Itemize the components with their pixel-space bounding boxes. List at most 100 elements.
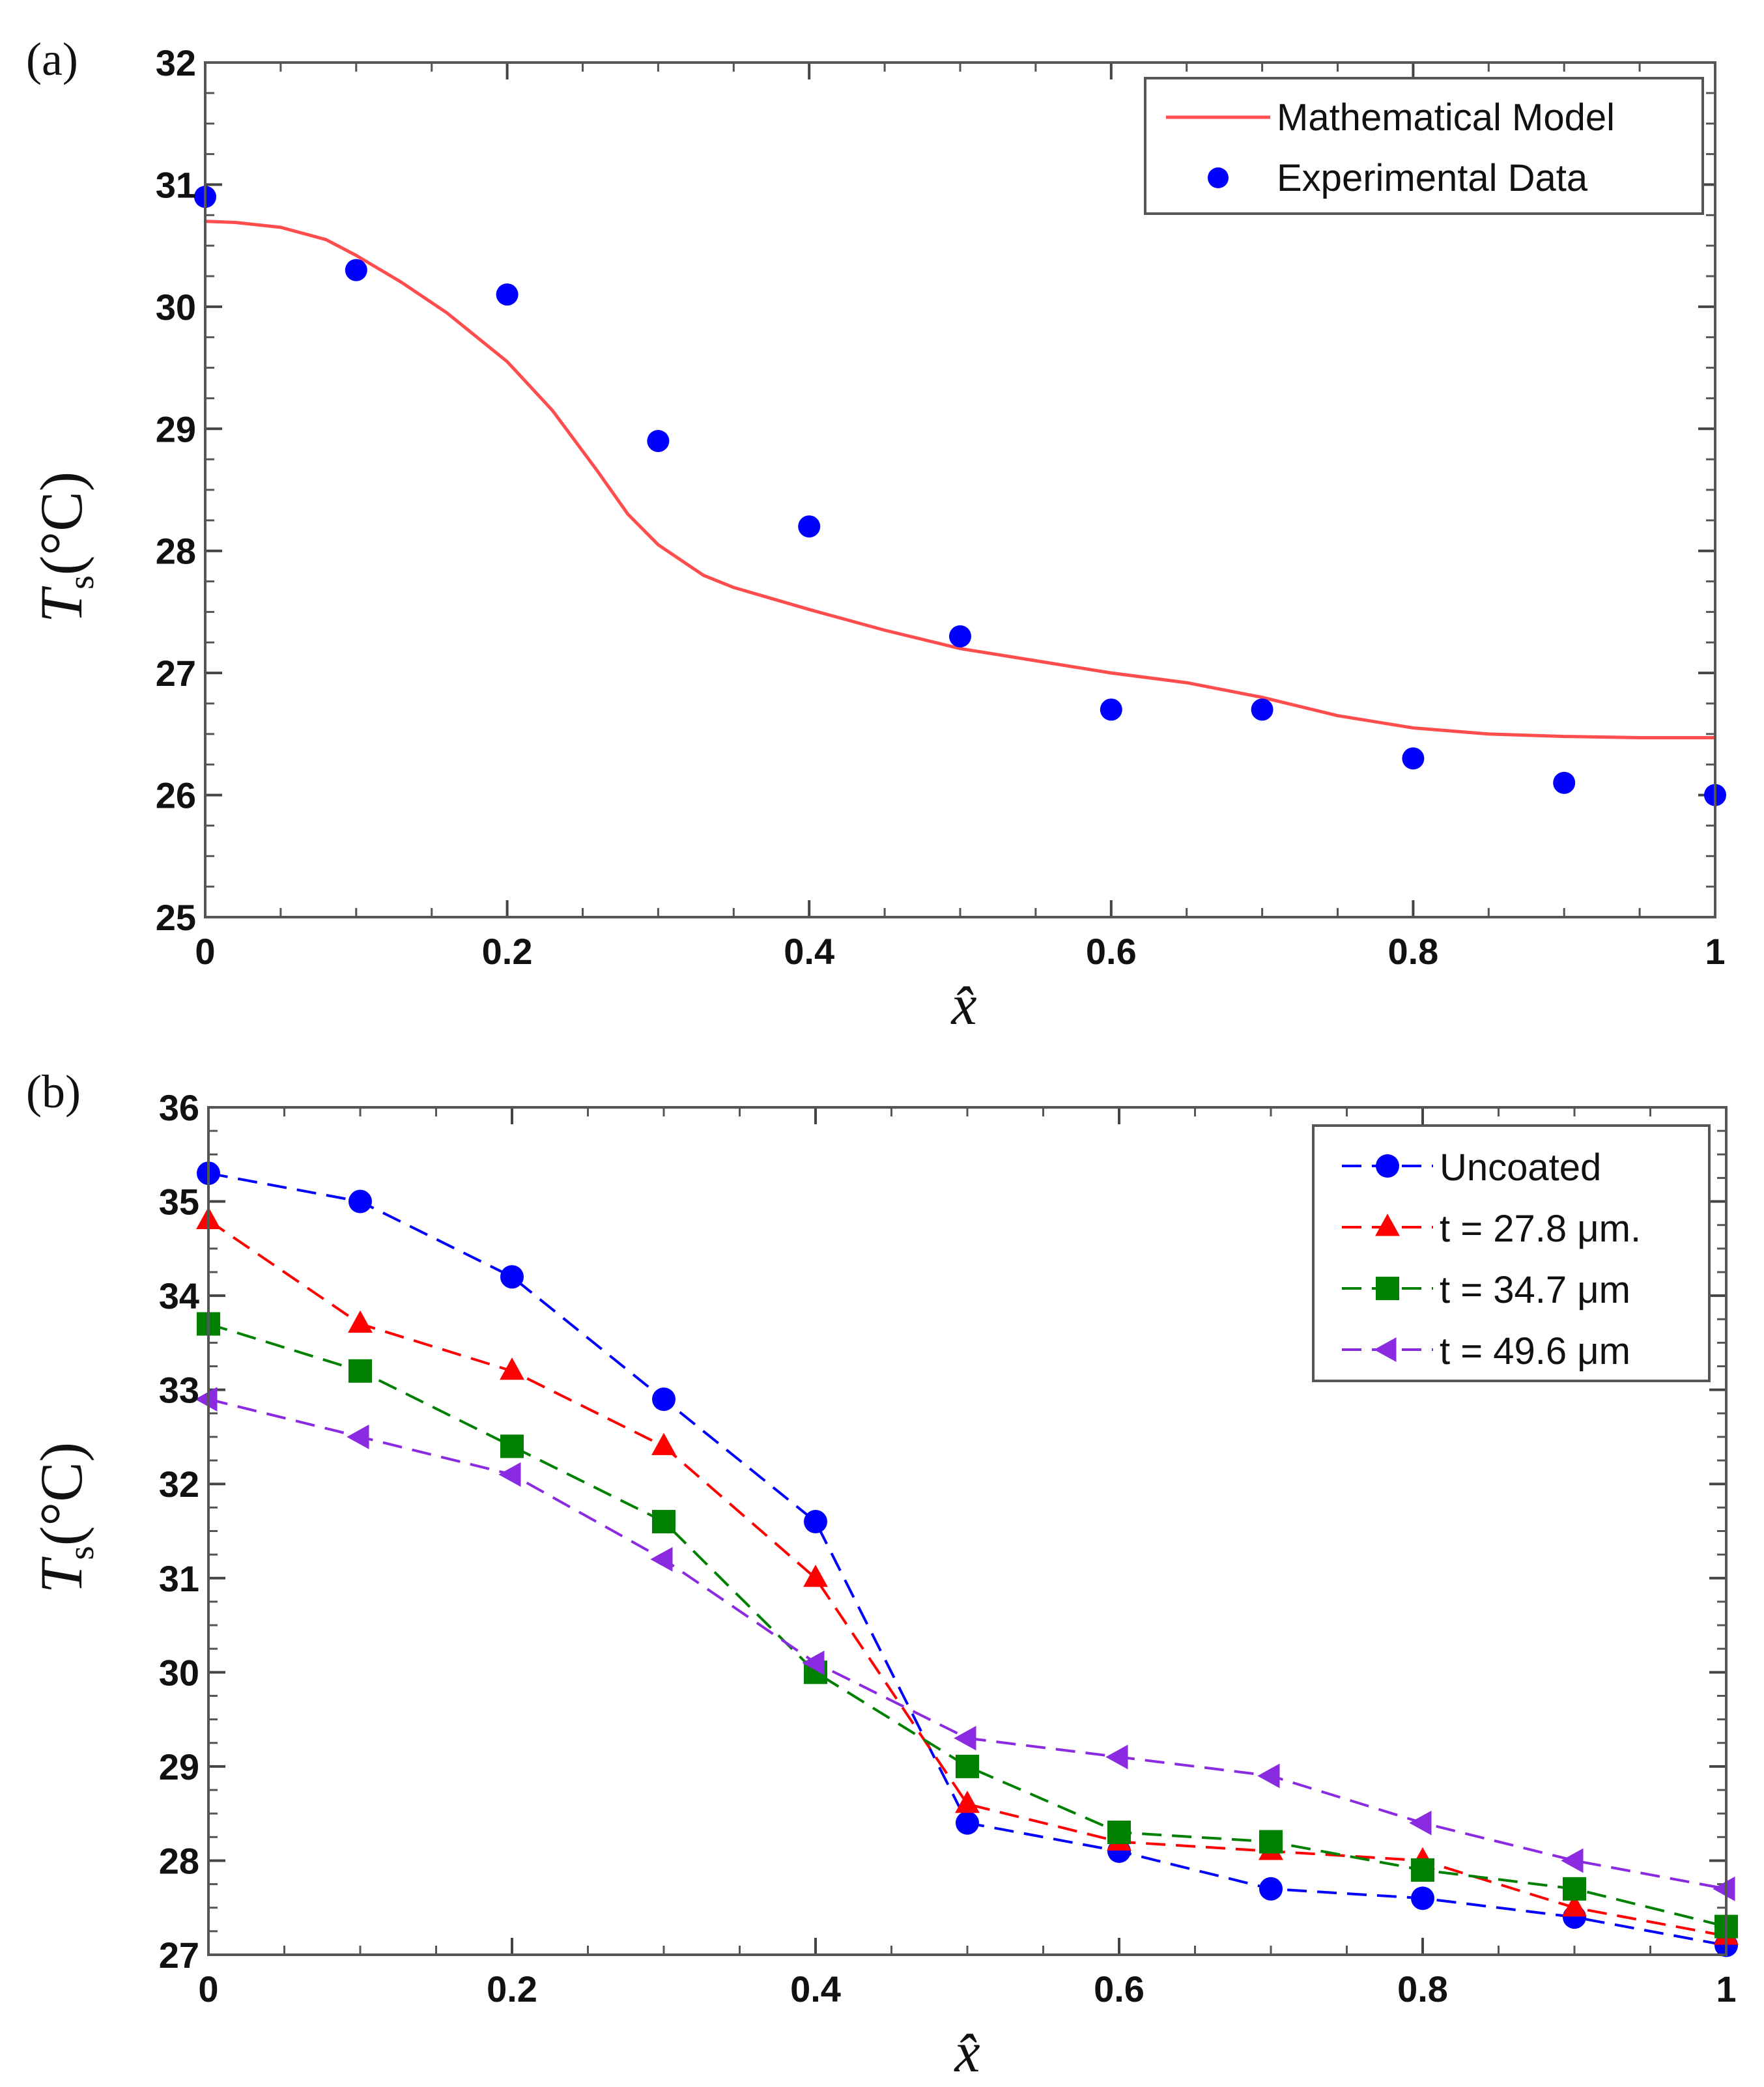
chart-a-y-axis-symbol: T: [28, 586, 94, 623]
chart-b-y-tick-label: 27: [159, 1935, 199, 1976]
panel-b-label: (b): [26, 1066, 81, 1118]
legend-swatch-t-49-6-m: [1342, 1337, 1433, 1362]
chart-b-y-tick-label: 34: [159, 1275, 199, 1316]
chart-b-series-t-49-6-m-point: [650, 1546, 673, 1572]
chart-a-y-tick-label: 31: [156, 164, 196, 205]
chart-b-y-tick-label: 35: [159, 1182, 199, 1223]
chart-a-series-experimental-data-point: [345, 259, 367, 281]
chart-b-series-t-27-8-m-point: [651, 1432, 676, 1455]
chart-a: (a) 0 0.2 0.4 0.6 0.8 1 25 26 27 28 29 30 31 32 x̂ Ts…: [26, 33, 1726, 1037]
chart-b-series-t-49-6-m-point: [498, 1462, 521, 1487]
legend-label-experimental-data: Experimental Data: [1277, 157, 1588, 199]
chart-b-x-tick-label: 0.8: [1397, 1968, 1448, 2009]
chart-b-x-tick-label: 0.2: [487, 1968, 537, 2009]
chart-a-series: [194, 186, 1726, 806]
legend-label-t-27-8: t = 27.8 μm.: [1440, 1208, 1641, 1250]
chart-a-x-tick-label: 0.4: [784, 931, 834, 972]
chart-a-series-experimental-data-point: [1251, 698, 1273, 721]
svg-text:Ts(°C): Ts(°C): [28, 472, 102, 623]
chart-b-series-t-34-7-m-point: [1411, 1858, 1434, 1882]
chart-a-y-tick-label: 26: [156, 775, 196, 816]
chart-b-series-uncoated-point: [1259, 1877, 1283, 1901]
chart-b-series-t-34-7-m-point: [500, 1434, 524, 1458]
chart-b-y-axis-symbol: T: [28, 1556, 94, 1593]
chart-a-x-tick-label: 0.8: [1387, 931, 1438, 972]
chart-b-y-axis-label: Ts(°C): [28, 1442, 102, 1593]
chart-b-series-uncoated-point: [1411, 1886, 1434, 1910]
chart-a-series-mathematical-model-line: [205, 220, 1715, 739]
chart-b-legend: Uncoated t = 27.8 μm. t = 34.7 μm t = 49…: [1312, 1124, 1711, 1382]
legend-swatch-t-27-8-m-marker: [1375, 1214, 1400, 1236]
legend-swatch-t-34-7-m-marker: [1376, 1277, 1399, 1300]
chart-b-series-t-49-6-m-point: [1561, 1848, 1584, 1873]
chart-a-series-experimental-data-point: [496, 283, 519, 306]
chart-b-series-t-49-6-m-point: [1257, 1763, 1280, 1789]
chart-b-series-t-27-8-m-point: [500, 1357, 524, 1380]
chart-b-series-t-27-8-m-point: [803, 1565, 828, 1587]
chart-b-x-tick-label: 0: [198, 1968, 218, 2009]
chart-b-series-t-27-8-m-point: [348, 1310, 373, 1333]
chart-b-series-t-27-8-m-point: [1562, 1894, 1587, 1917]
chart-b-series-t-34-7-m-point: [1563, 1877, 1586, 1901]
chart-b-y-tick-label: 28: [159, 1840, 199, 1881]
chart-a-x-tick-label: 1: [1705, 931, 1725, 972]
chart-a-x-tick-label: 0.2: [482, 931, 533, 972]
chart-a-y-tick-label: 25: [156, 897, 196, 938]
chart-a-series-experimental-data-point: [949, 625, 971, 647]
chart-b-series-t-49-6-m-point: [1105, 1744, 1128, 1770]
chart-b-series-t-49-6-m-point: [347, 1425, 369, 1449]
chart-a-x-axis-label: x̂: [950, 974, 976, 1037]
legend-swatch-t-34-7-m: [1342, 1277, 1433, 1300]
chart-b-series-t-27-8-m-point: [955, 1791, 980, 1813]
chart-b-series-uncoated: [197, 1161, 1738, 1957]
chart-b-y-tick-label: 29: [159, 1746, 199, 1787]
chart-b-y-tick-label: 33: [159, 1370, 199, 1411]
chart-b-series-t-49-6-m-point: [954, 1725, 976, 1751]
chart-b-series-t-49-6-m: [195, 1387, 1735, 1901]
chart-b-y-axis-subscript: s: [61, 1546, 102, 1560]
panel-a-label: (a): [26, 33, 78, 85]
chart-a-x-tick-label: 0: [195, 931, 215, 972]
svg-text:Ts(°C): Ts(°C): [28, 1442, 102, 1593]
chart-a-series-mathematical-model: [205, 220, 1715, 739]
chart-a-y-axis-label: Ts(°C): [28, 472, 102, 623]
chart-a-x-tick-label: 0.6: [1086, 931, 1137, 972]
chart-b-legend-swatches: [1342, 1154, 1433, 1362]
chart-b-frame: [207, 1106, 1728, 1956]
chart-a-series-experimental-data-point: [798, 515, 821, 538]
chart-b-series-uncoated-point: [652, 1387, 676, 1412]
chart-a-frame: [204, 61, 1716, 918]
legend-label-t-49-6: t = 49.6 μm: [1440, 1330, 1630, 1372]
chart-b-y-tick-label: 31: [159, 1558, 199, 1599]
chart-b-x-tick-label: 1: [1716, 1968, 1736, 2009]
chart-b-tick-labels: 0 0.2 0.4 0.6 0.8 1 27 28 29 30 31 32 33 34 35 36: [159, 1087, 1737, 2009]
chart-a-y-axis-unit: (°C): [28, 472, 94, 575]
chart-a-y-axis-subscript: s: [61, 575, 102, 589]
legend-label-mathematical-model: Mathematical Model: [1277, 96, 1615, 139]
chart-a-y-tick-label: 30: [156, 287, 196, 328]
chart-b-series-uncoated-point: [956, 1811, 979, 1835]
legend-swatch-t-49-6-m-marker: [1374, 1337, 1397, 1362]
chart-b-y-tick-label: 30: [159, 1652, 199, 1693]
chart-b-series-t-49-6-m-point: [802, 1650, 825, 1675]
chart-a-series-experimental-data-point: [1553, 771, 1576, 794]
chart-b-series-t-34-7-m-point: [349, 1359, 372, 1383]
chart-a-series-experimental-data: [194, 186, 1726, 806]
chart-a-y-tick-label: 27: [156, 653, 196, 694]
chart-b-series-uncoated-point: [500, 1265, 524, 1289]
chart-b-series-t-49-6-m-point: [1713, 1876, 1735, 1901]
chart-b-y-tick-label: 32: [159, 1464, 199, 1505]
chart-a-y-tick-label: 29: [156, 408, 196, 449]
chart-a-series-experimental-data-point: [1402, 747, 1425, 770]
chart-b-series-t-49-6-m-point: [1409, 1810, 1432, 1836]
chart-b-y-tick-label: 36: [159, 1087, 199, 1128]
legend-swatch-uncoated: [1342, 1154, 1433, 1178]
chart-b-x-tick-label: 0.6: [1094, 1968, 1145, 2009]
legend-swatch-experimental-data: [1208, 167, 1229, 188]
chart-a-tick-labels: 0 0.2 0.4 0.6 0.8 1 25 26 27 28 29 30 31 32: [156, 42, 1726, 972]
legend-label-t-34-7: t = 34.7 μm: [1440, 1269, 1630, 1311]
chart-a-series-experimental-data-point: [647, 430, 670, 453]
chart-b-series-t-34-7-m-point: [956, 1754, 979, 1778]
